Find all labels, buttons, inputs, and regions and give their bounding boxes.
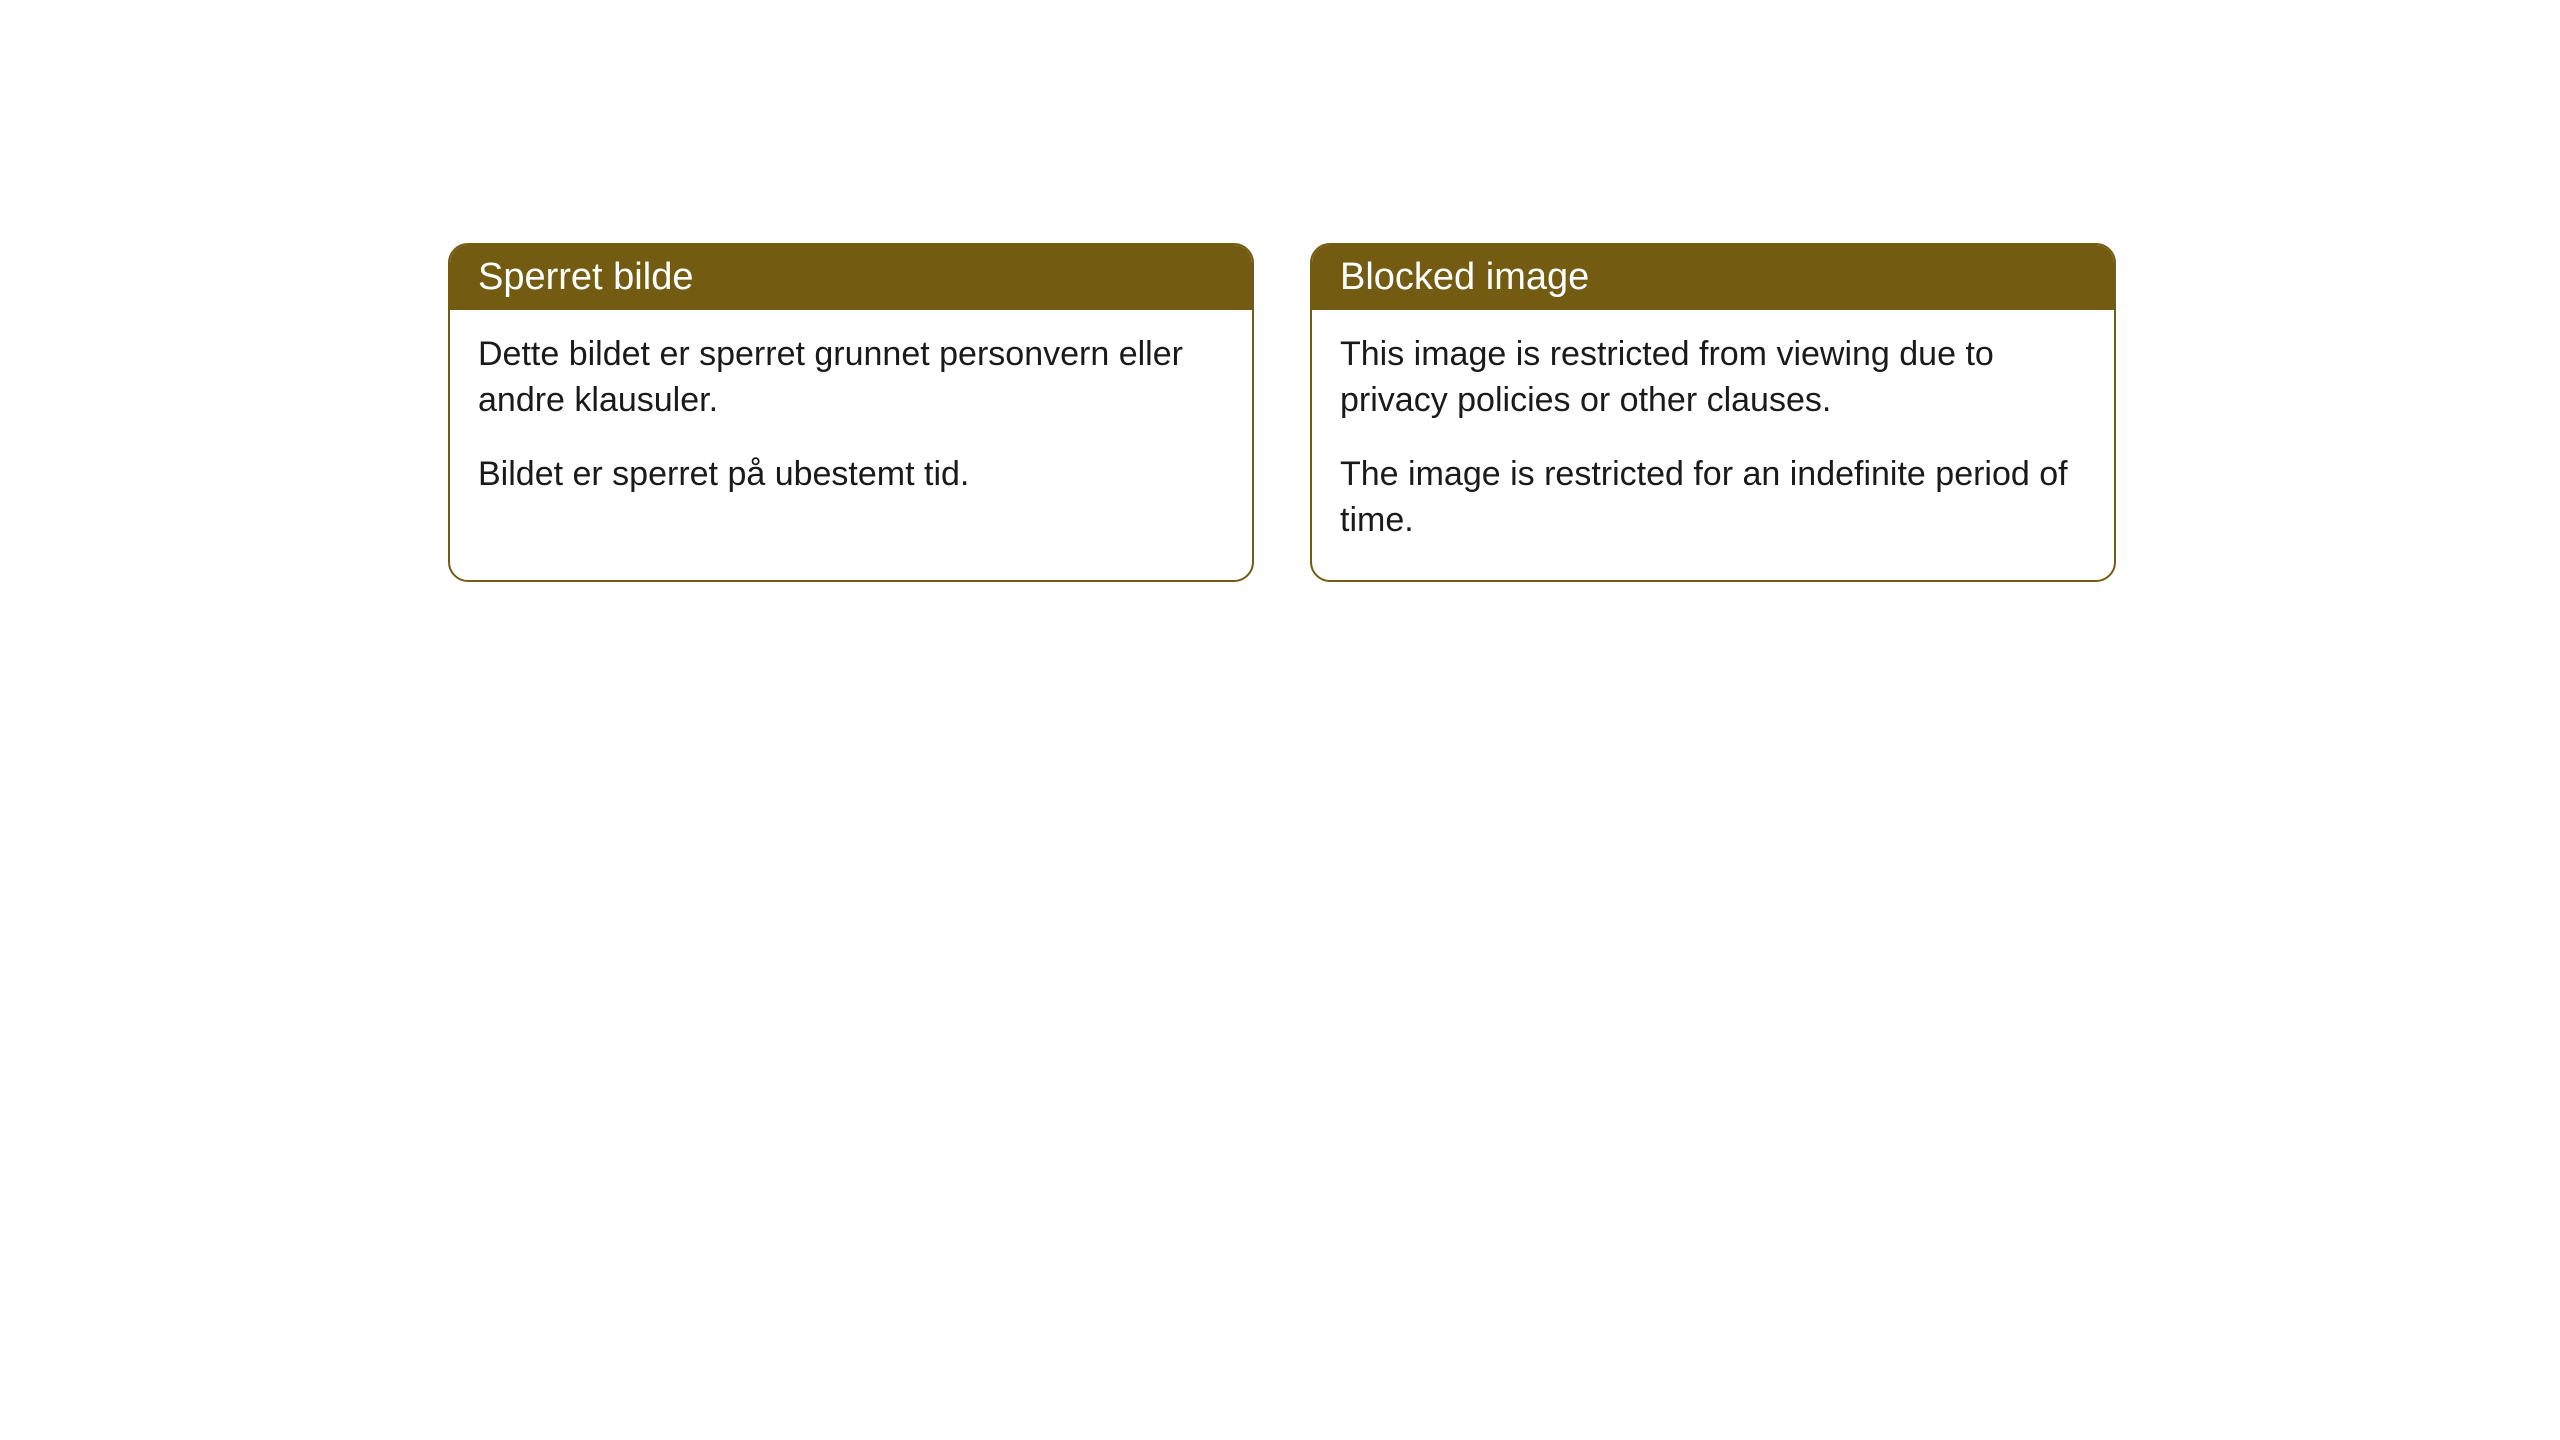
card-body: This image is restricted from viewing du… <box>1312 310 2114 580</box>
card-header: Sperret bilde <box>450 245 1252 310</box>
card-paragraph: This image is restricted from viewing du… <box>1340 332 2086 424</box>
card-title: Sperret bilde <box>478 256 693 298</box>
blocked-image-card-norwegian: Sperret bilde Dette bildet er sperret gr… <box>448 243 1254 582</box>
card-paragraph: Bildet er sperret på ubestemt tid. <box>478 452 1224 498</box>
card-paragraph: The image is restricted for an indefinit… <box>1340 452 2086 544</box>
card-body: Dette bildet er sperret grunnet personve… <box>450 310 1252 534</box>
card-title: Blocked image <box>1340 256 1589 298</box>
card-header: Blocked image <box>1312 245 2114 310</box>
card-paragraph: Dette bildet er sperret grunnet personve… <box>478 332 1224 424</box>
blocked-image-card-english: Blocked image This image is restricted f… <box>1310 243 2116 582</box>
notice-cards-container: Sperret bilde Dette bildet er sperret gr… <box>448 243 2116 582</box>
